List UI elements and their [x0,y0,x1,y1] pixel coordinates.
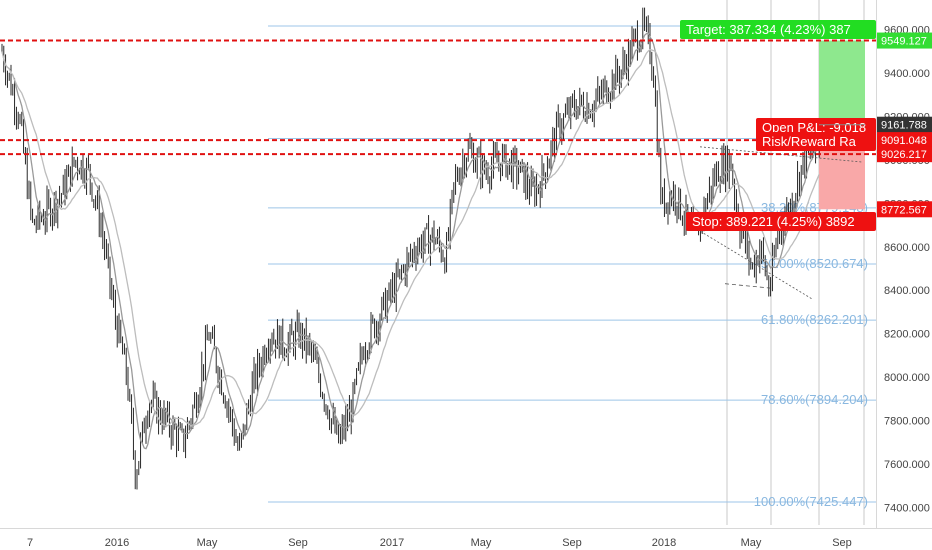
moving-average-line [1,32,820,450]
time-axis[interactable]: 7 2016 May Sep 2017 May Sep 2018 May Sep [0,528,932,550]
position-labels: Target: 387.334 (4.23%) 387 Open P&L: -9.… [680,20,876,231]
fibonacci-retracement[interactable]: 0.00%(9615.902)23.60%(9098.5)38.20%(8779… [268,18,876,509]
price-tick-label: 7800.000 [884,416,930,428]
price-axis[interactable]: 9600.0009400.0009200.0009000.0008800.000… [876,0,930,528]
price-tick-label: 9400.000 [884,68,930,80]
horizontal-lines[interactable] [0,39,876,156]
svg-text:9161.788: 9161.788 [881,120,927,132]
price-badge: 9161.788 [877,116,932,133]
time-tick-label: Sep [562,537,582,549]
time-tick-label: 7 [27,537,33,549]
price-badge: 8772.567 [877,201,932,218]
price-tick-label: 8200.000 [884,329,930,341]
time-tick-label: Sep [832,537,852,549]
price-tick-label: 8600.000 [884,242,930,254]
risk-reward-label: Risk/Reward Ra [756,132,876,151]
price-tick-label: 7600.000 [884,459,930,471]
time-tick-label: May [197,537,218,549]
svg-text:Open P&L: -9.018: Open P&L: -9.018 [762,120,866,135]
price-tick-label: 8400.000 [884,285,930,297]
time-tick-label: 2016 [105,537,129,549]
price-badge: 9091.048 [877,132,932,149]
price-tick-label: 7400.000 [884,503,930,515]
svg-text:Stop: 389.221 (4.25%) 3892: Stop: 389.221 (4.25%) 3892 [692,214,855,229]
svg-text:9026.217: 9026.217 [881,149,927,161]
svg-text:Target: 387.334 (4.23%) 387: Target: 387.334 (4.23%) 387 [686,22,851,37]
time-tick-label: Sep [288,537,308,549]
time-tick-label: 2018 [652,537,676,549]
candlestick-series [1,7,863,490]
time-tick-label: May [471,537,492,549]
trend-line[interactable] [724,283,771,289]
fib-level-label: 100.00%(7425.447) [754,494,868,509]
svg-text:Risk/Reward Ra: Risk/Reward Ra [762,134,857,149]
moving-average-line [1,49,820,427]
trend-line[interactable] [699,146,863,163]
fib-level-label: 50.00%(8520.674) [761,256,868,271]
svg-text:8772.567: 8772.567 [881,204,927,216]
fib-level-label: 61.80%(8262.201) [761,312,868,327]
svg-text:9549.127: 9549.127 [881,36,927,48]
profit-zone[interactable] [819,40,865,125]
price-badges: 9549.127 9161.788 9091.048 9026.217 8772.567 [877,32,932,218]
price-tick-label: 8000.000 [884,372,930,384]
stop-label: Stop: 389.221 (4.25%) 3892 [686,212,876,231]
time-tick-label: 2017 [380,537,404,549]
price-badge: 9549.127 [877,32,932,49]
price-badge: 9026.217 [877,146,932,163]
fib-level-label: 78.60%(7894.204) [761,392,868,407]
svg-text:9091.048: 9091.048 [881,135,927,147]
target-label: Target: 387.334 (4.23%) 387 [680,20,876,39]
time-tick-label: May [741,537,762,549]
